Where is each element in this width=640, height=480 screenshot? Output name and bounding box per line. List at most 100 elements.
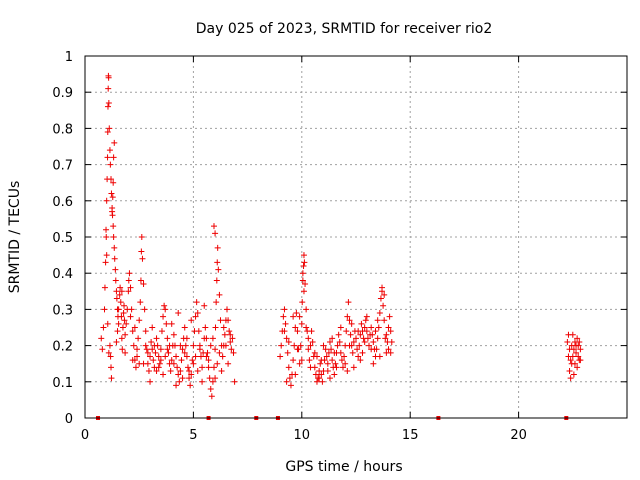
data-point bbox=[181, 324, 188, 331]
data-point bbox=[292, 324, 299, 331]
data-point bbox=[203, 335, 210, 342]
data-point bbox=[294, 328, 301, 335]
data-point bbox=[350, 364, 357, 371]
data-point bbox=[190, 342, 197, 349]
data-point bbox=[118, 313, 125, 320]
data-point bbox=[104, 103, 111, 110]
data-point bbox=[186, 367, 193, 374]
data-point bbox=[296, 313, 303, 320]
data-point bbox=[575, 353, 582, 360]
data-point bbox=[307, 364, 314, 371]
data-point bbox=[192, 353, 199, 360]
data-point bbox=[386, 313, 393, 320]
data-point bbox=[298, 320, 305, 327]
data-point bbox=[134, 353, 141, 360]
data-point bbox=[111, 139, 118, 146]
data-point bbox=[207, 342, 214, 349]
data-point bbox=[126, 270, 133, 277]
data-point bbox=[183, 353, 190, 360]
data-point bbox=[363, 328, 370, 335]
data-point bbox=[230, 349, 237, 356]
data-point bbox=[227, 338, 234, 345]
data-point bbox=[224, 306, 231, 313]
data-point bbox=[157, 346, 164, 353]
data-point bbox=[302, 281, 309, 288]
data-point bbox=[286, 375, 293, 382]
data-point bbox=[140, 281, 147, 288]
data-point bbox=[574, 335, 581, 342]
data-point bbox=[129, 357, 136, 364]
data-point bbox=[144, 349, 151, 356]
data-point bbox=[300, 252, 307, 259]
data-point bbox=[387, 349, 394, 356]
data-point bbox=[147, 378, 154, 385]
data-point bbox=[118, 288, 125, 295]
data-point bbox=[294, 346, 301, 353]
data-point bbox=[301, 259, 308, 266]
data-point bbox=[122, 331, 129, 338]
data-point bbox=[174, 364, 181, 371]
data-point bbox=[168, 357, 175, 364]
data-point bbox=[141, 306, 148, 313]
data-point bbox=[188, 317, 195, 324]
data-point bbox=[320, 342, 327, 349]
data-point bbox=[151, 342, 158, 349]
data-point bbox=[303, 324, 310, 331]
data-point bbox=[153, 335, 160, 342]
data-point bbox=[278, 342, 285, 349]
data-point bbox=[145, 367, 152, 374]
data-point bbox=[339, 364, 346, 371]
data-point bbox=[109, 194, 116, 201]
y-tick-label: 0.6 bbox=[52, 195, 73, 210]
data-point bbox=[574, 364, 581, 371]
data-point bbox=[570, 371, 577, 378]
data-point bbox=[125, 277, 132, 284]
data-point bbox=[293, 310, 300, 317]
data-point bbox=[178, 357, 185, 364]
data-point bbox=[292, 371, 299, 378]
y-tick-label: 0.3 bbox=[52, 303, 73, 318]
data-point bbox=[231, 378, 238, 385]
data-point bbox=[325, 349, 332, 356]
data-point bbox=[372, 328, 379, 335]
data-point bbox=[299, 270, 306, 277]
data-point bbox=[377, 295, 384, 302]
data-point bbox=[324, 360, 331, 367]
data-point bbox=[374, 317, 381, 324]
data-point bbox=[138, 248, 145, 255]
data-point bbox=[281, 328, 288, 335]
data-point bbox=[216, 291, 223, 298]
data-point bbox=[208, 393, 215, 400]
data-point bbox=[226, 328, 233, 335]
x-tick-label: 10 bbox=[294, 428, 311, 443]
data-point bbox=[112, 277, 119, 284]
data-point bbox=[137, 277, 144, 284]
data-point bbox=[195, 328, 202, 335]
data-point bbox=[190, 360, 197, 367]
data-point bbox=[132, 364, 139, 371]
data-point bbox=[567, 375, 574, 382]
y-tick-label: 0.8 bbox=[52, 122, 73, 137]
data-point bbox=[149, 324, 156, 331]
data-point bbox=[306, 357, 313, 364]
data-point bbox=[194, 310, 201, 317]
data-point bbox=[122, 349, 129, 356]
data-point bbox=[100, 324, 107, 331]
data-point bbox=[202, 324, 209, 331]
y-axis-label: SRMTID / TECUs bbox=[7, 181, 23, 294]
data-point bbox=[355, 353, 362, 360]
data-point bbox=[335, 331, 342, 338]
data-point bbox=[369, 331, 376, 338]
data-point bbox=[213, 299, 220, 306]
data-point bbox=[103, 226, 110, 233]
data-point bbox=[157, 357, 164, 364]
y-tick-label: 0.9 bbox=[52, 86, 73, 101]
data-point bbox=[110, 154, 117, 161]
data-point bbox=[577, 346, 584, 353]
data-point bbox=[364, 335, 371, 342]
data-point bbox=[189, 357, 196, 364]
data-point bbox=[341, 353, 348, 360]
data-point bbox=[214, 244, 221, 251]
x-tick-label: 5 bbox=[189, 428, 197, 443]
data-point bbox=[357, 331, 364, 338]
